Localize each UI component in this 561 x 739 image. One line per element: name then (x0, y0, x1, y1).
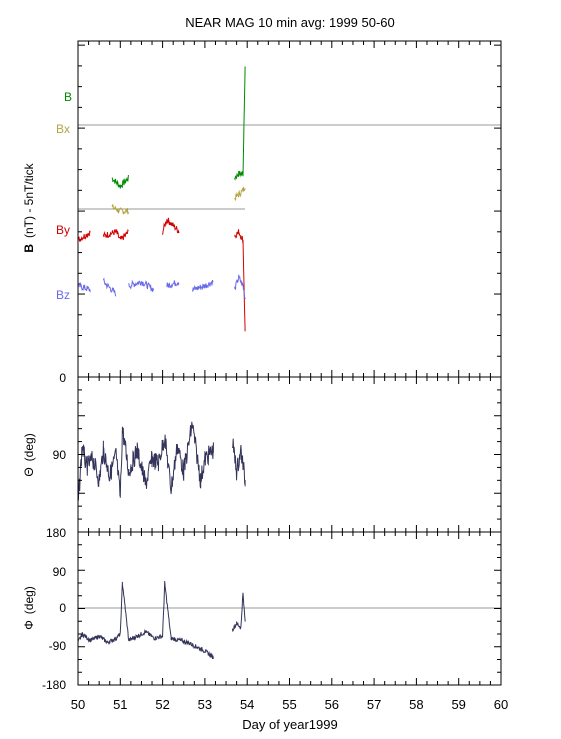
panel-phi-frame (77, 531, 502, 686)
series-line-bx (111, 187, 246, 215)
theta-line-segment-1 (231, 438, 246, 487)
x-tick-label: 55 (282, 697, 296, 712)
x-tick-label: 60 (494, 697, 508, 712)
panel-theta: 90 180 Θ (deg) (22, 421, 246, 540)
theta-ytick-label-90: 90 (53, 448, 67, 462)
series-label-by: By (56, 223, 70, 237)
x-tick-label: 54 (240, 697, 254, 712)
phi-ytick-label-90: 90 (53, 565, 67, 579)
series-line-by (77, 217, 246, 332)
axis-ticks (77, 41, 502, 686)
field-series-group (77, 66, 246, 332)
x-tick-label: 53 (198, 697, 212, 712)
x-tick-label: 57 (367, 697, 381, 712)
x-axis-label: Day of year1999 (242, 717, 337, 732)
field-ylabel: B (nT) - 5nT/tick (22, 162, 36, 252)
theta-ylabel-rest: (deg) (22, 433, 36, 461)
chart-title: NEAR MAG 10 min avg: 1999 50-60 (185, 15, 395, 30)
x-tick-label: 59 (451, 697, 465, 712)
phi-ytick-label-0: 0 (59, 601, 66, 615)
phi-series-group (77, 580, 246, 659)
x-tick-label: 58 (409, 697, 423, 712)
x-tick-label: 50 (71, 697, 85, 712)
phi-ylabel: Φ (deg) (22, 586, 36, 630)
series-line-bz (77, 274, 246, 300)
phi-ytick-label-neg180: -180 (42, 678, 66, 692)
x-tick-label: 52 (155, 697, 169, 712)
panel-field: B Bx By Bz 0 B (nT) - 5nT/tick (22, 66, 501, 385)
theta-series-group (77, 421, 246, 501)
panel-phi: 90 0 -90 -180 Φ (deg) (22, 565, 501, 692)
x-tick-label: 56 (325, 697, 339, 712)
series-label-b: B (64, 90, 72, 104)
theta-ytick-label-180: 180 (46, 526, 66, 540)
field-ytick-label-zero: 0 (59, 371, 66, 385)
phi-ytick-label-neg90: -90 (49, 639, 67, 653)
series-label-bz: Bz (56, 288, 70, 302)
series-label-bx: Bx (56, 122, 70, 136)
phi-ylabel-rest: (deg) (22, 586, 36, 614)
theta-ylabel-symbol: Θ (22, 467, 36, 476)
field-ylabel-rest: (nT) - 5nT/tick (22, 162, 36, 238)
phi-line-segment-1 (231, 592, 246, 633)
field-ylabel-b: B (22, 244, 36, 253)
series-line-b (111, 66, 246, 189)
theta-ylabel: Θ (deg) (22, 433, 36, 476)
theta-line-segment-0 (77, 421, 214, 501)
phi-ylabel-symbol: Φ (22, 620, 36, 630)
phi-line-segment-0 (77, 580, 214, 659)
x-tick-labels: 50 51 52 53 54 55 56 57 58 59 60 (71, 697, 508, 712)
x-tick-label: 51 (113, 697, 127, 712)
panel-theta-frame (77, 376, 502, 533)
